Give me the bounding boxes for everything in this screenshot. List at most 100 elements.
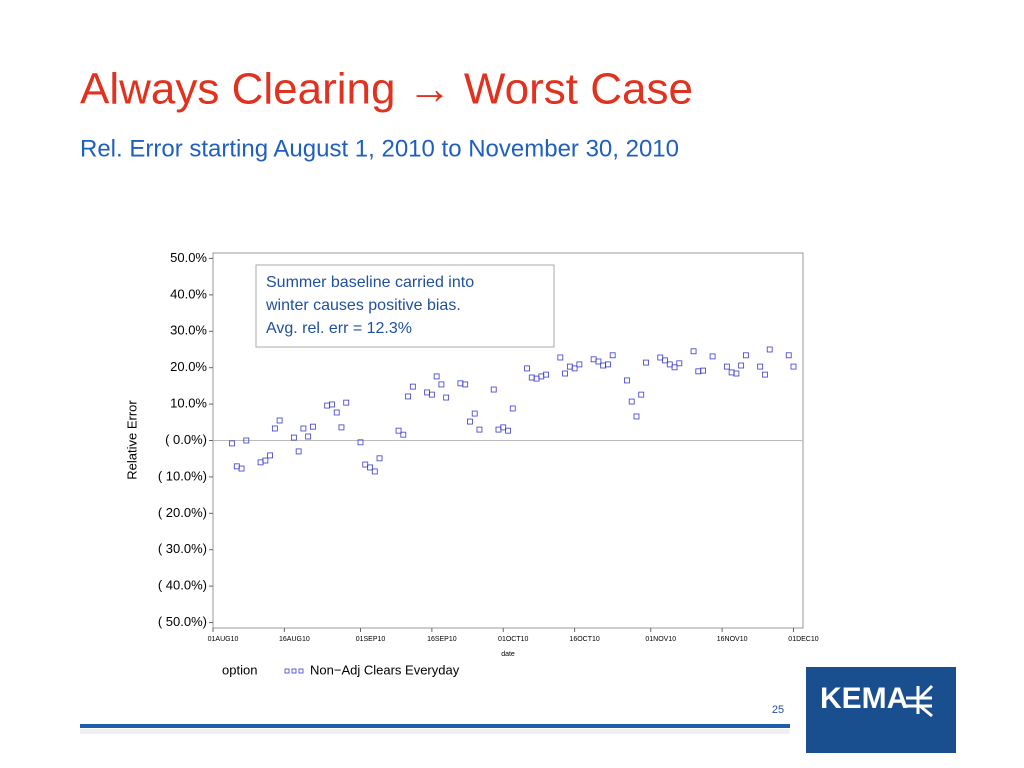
- y-tick-label: 10.0%: [170, 396, 207, 411]
- x-tick-label: 16SEP10: [427, 636, 457, 643]
- scatter-point: [310, 423, 316, 430]
- x-tick-label: 01DEC10: [788, 636, 818, 643]
- y-tick-label: 20.0%: [170, 359, 207, 374]
- scatter-point: [467, 418, 473, 425]
- scatter-point: [238, 465, 245, 472]
- annotation: winter causes positive bias.: [265, 297, 461, 314]
- scatter-point: [490, 386, 497, 393]
- scatter-point: [662, 357, 668, 364]
- scatter-point: [738, 362, 745, 369]
- scatter-point: [276, 417, 283, 424]
- scatter-point: [290, 434, 297, 441]
- scatter-point: [433, 373, 440, 380]
- scatter-point: [300, 425, 307, 432]
- y-tick-label: ( 20.0%): [158, 505, 207, 520]
- y-tick-label: ( 50.0%): [158, 614, 207, 629]
- scatter-point: [609, 352, 616, 359]
- scatter-point: [557, 354, 564, 361]
- y-tick-label: 40.0%: [170, 286, 207, 301]
- scatter-point: [790, 363, 797, 370]
- slide-subtitle: Rel. Error starting August 1, 2010 to No…: [80, 135, 679, 162]
- slide-title: Always Clearing → Worst Case: [80, 65, 693, 114]
- scatter-point: [505, 427, 511, 434]
- logo-icon: [906, 684, 934, 718]
- annotation: Summer baseline carried into: [266, 274, 474, 291]
- x-tick-label: 16OCT10: [569, 636, 599, 643]
- scatter-point: [243, 437, 250, 444]
- scatter-point: [666, 361, 673, 368]
- scatter-point: [305, 433, 312, 440]
- legend-title: option: [222, 662, 257, 677]
- scatter-point: [571, 365, 578, 372]
- scatter-point: [595, 358, 602, 365]
- scatter-point: [428, 391, 435, 398]
- scatter-point: [395, 427, 402, 434]
- scatter-point: [676, 360, 683, 367]
- x-tick-label: 16NOV10: [717, 636, 748, 643]
- y-axis-label: Relative Error: [124, 400, 139, 480]
- scatter-point: [267, 452, 273, 459]
- x-tick-label: 01NOV10: [645, 636, 676, 643]
- legend-marker: [284, 668, 290, 674]
- page-number: 25: [772, 704, 784, 716]
- logo-text: KEMA: [820, 682, 908, 715]
- scatter-point: [638, 391, 645, 398]
- scatter-point: [400, 431, 407, 438]
- footer-shadow: [80, 729, 790, 734]
- scatter-point: [524, 365, 530, 372]
- y-tick-label: ( 40.0%): [158, 578, 207, 593]
- legend-label: Non−Adj Clears Everyday: [310, 662, 460, 677]
- scatter-point: [723, 363, 730, 370]
- scatter-point: [733, 370, 740, 377]
- x-tick-label: 16AUG10: [279, 636, 310, 643]
- scatter-point: [295, 448, 302, 455]
- scatter-point: [443, 394, 450, 401]
- scatter-point: [376, 455, 383, 462]
- y-tick-label: ( 0.0%): [165, 432, 207, 447]
- scatter-point: [367, 464, 373, 471]
- scatter-point: [576, 361, 583, 368]
- scatter-point: [438, 381, 445, 388]
- scatter-point: [785, 352, 792, 359]
- scatter-point: [657, 354, 664, 361]
- y-tick-label: ( 10.0%): [158, 468, 207, 483]
- scatter-point: [509, 405, 516, 412]
- scatter-point: [471, 410, 478, 417]
- scatter-point: [743, 352, 749, 359]
- scatter-point: [690, 348, 697, 355]
- scatter-point: [633, 413, 640, 420]
- y-tick-label: 50.0%: [170, 250, 207, 265]
- y-tick-label: ( 30.0%): [158, 541, 207, 556]
- legend-marker: [298, 668, 304, 674]
- scatter-point: [405, 393, 411, 400]
- scatter-point: [229, 440, 235, 447]
- scatter-point: [671, 364, 678, 371]
- scatter-point: [462, 381, 469, 388]
- x-tick-label: 01SEP10: [356, 636, 386, 643]
- scatter-point: [409, 383, 416, 390]
- scatter-point: [338, 424, 345, 431]
- scatter-point: [333, 409, 340, 416]
- scatter-point: [329, 401, 335, 408]
- scatter-point: [362, 461, 369, 468]
- scatter-point: [605, 361, 611, 368]
- scatter-point: [643, 359, 649, 366]
- annotation: Avg. rel. err = 12.3%: [266, 320, 412, 337]
- scatter-point: [357, 439, 364, 446]
- annotation-box: [255, 264, 555, 348]
- legend-marker: [291, 668, 297, 674]
- scatter-point: [371, 468, 378, 475]
- scatter-point: [628, 398, 635, 405]
- scatter-point: [700, 367, 706, 374]
- scatter-point: [624, 377, 630, 384]
- scatter-point: [262, 457, 269, 464]
- x-tick-label: 01AUG10: [208, 636, 239, 643]
- scatter-point: [271, 425, 278, 432]
- footer-rule: [80, 724, 790, 728]
- scatter-point: [476, 426, 483, 433]
- scatter-point: [543, 371, 549, 378]
- logo-box: [806, 667, 956, 753]
- scatter-point: [343, 399, 350, 406]
